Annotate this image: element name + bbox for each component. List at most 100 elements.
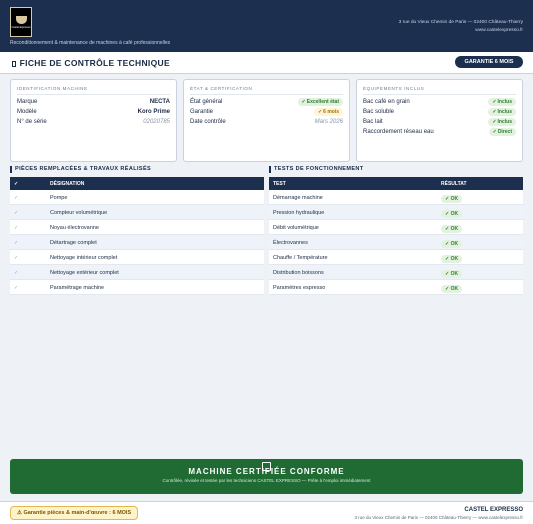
test-name: Démarrage machine [273,195,323,201]
check-icon: ✓ [492,129,497,135]
table-row: ✓ Compteur volumétrique [10,205,264,220]
status-badge: ✓Inclus [488,118,516,126]
piece-designation: Détartrage complet [50,240,97,246]
check-icon: ✓ [14,225,19,231]
logo: Castel Expresso [10,7,32,37]
table-row: ✓ Nettoyage intérieur complet [10,250,264,265]
section-label-pieces: PIÈCES REMPLACÉES & TRAVAUX RÉALISÉS [10,166,151,173]
test-name: Pression hydraulique [273,210,325,216]
equipment-row: Bac café en grain ✓Inclus [363,98,516,107]
info-label: N° de série [17,119,47,125]
certificate-icon [262,462,271,471]
equipment-row: Bac soluble ✓Inclus [363,108,516,117]
page-title: FICHE DE CONTRÔLE TECHNIQUE [12,58,170,68]
table-row: Débit volumétrique ✓ OK [269,220,523,235]
ok-badge: ✓ OK [441,225,463,233]
equipment-label: Raccordement réseau eau [363,129,434,135]
status-badge: ✓Inclus [488,98,516,106]
divider [363,94,516,95]
info-value: Koro Prime [137,109,170,115]
divider [190,94,343,95]
equipment-row: Bac lait ✓Inclus [363,118,516,127]
check-icon: ✓ [301,99,306,105]
table-row: Chauffe / Température ✓ OK [269,250,523,265]
test-name: Électrovannes [273,240,308,246]
equipements-card: ÉQUIPEMENTS INCLUS Bac café en grain ✓In… [356,79,523,162]
footer: ⚠ Garantie pièces & main-d'œuvre : 6 MOI… [0,501,533,524]
table-header: TEST RÉSULTAT [269,177,523,190]
table-row: Paramètres espresso ✓ OK [269,280,523,295]
check-icon: ✓ [492,99,497,105]
card-title: IDENTIFICATION MACHINE [17,86,88,91]
footer-company: CASTEL EXPRESSO [464,507,523,513]
banner-title: MACHINE CERTIFIÉE CONFORME [188,467,345,476]
table-body: ✓ Pompe ✓ Compteur volumétrique ✓ Noyau élect… [10,190,264,295]
check-icon: ✓ [14,285,19,291]
warranty-badge: GARANTIE 6 MOIS [455,56,523,68]
check-icon: ✓ [317,109,323,115]
check-icon: ✓ [14,240,19,246]
tests-table: TEST RÉSULTAT Démarrage machine ✓ OK Press… [269,177,523,295]
info-label: État général [190,99,223,105]
table-row: Pression hydraulique ✓ OK [269,205,523,220]
card-title: ÉTAT & CERTIFICATION [190,86,253,91]
table-row: Démarrage machine ✓ OK [269,190,523,205]
tagline: Reconditionnement & maintenance de machi… [10,40,171,46]
test-name: Distribution boissons [273,270,324,276]
header: Castel Expresso Reconditionnement & main… [0,0,533,52]
piece-designation: Pompe [50,195,68,201]
info-row: N° de série 02020785 [17,118,170,127]
check-icon: ✓ [14,181,19,187]
equipment-label: Bac soluble [363,109,395,115]
ok-badge: ✓ OK [441,240,463,248]
piece-designation: Nettoyage extérieur complet [50,270,119,276]
table-row: ✓ Nettoyage extérieur complet [10,265,264,280]
piece-designation: Compteur volumétrique [50,210,108,216]
table-row: ✓ Paramétrage machine [10,280,264,295]
table-row: ✓ Détartrage complet [10,235,264,250]
table-row: ✓ Pompe [10,190,264,205]
test-name: Paramètres espresso [273,285,326,291]
ok-badge: ✓ OK [441,210,463,218]
coffee-cup-icon [15,15,27,24]
test-name: Chauffe / Température [273,255,328,261]
check-icon: ✓ [492,119,497,125]
table-header: ✓ DÉSIGNATION [10,177,264,190]
header-address: 3 rue du Vieux Chemin de Paris — 02400 C… [399,19,523,35]
status-badge: ✓Direct [488,128,516,136]
divider [17,94,170,95]
equipment-label: Bac lait [363,119,383,125]
certification-banner: MACHINE CERTIFIÉE CONFORME Contrôlée, ré… [10,459,523,494]
section-label-tests: TESTS DE FONCTIONNEMENT [269,166,364,173]
table-row: Distribution boissons ✓ OK [269,265,523,280]
column-header: DÉSIGNATION [50,181,85,187]
check-icon: ✓ [492,109,497,115]
footer-address: 3 rue du Vieux Chemin de Paris — 02400 C… [354,515,524,520]
column-header: TEST [273,181,286,187]
info-value: NECTA [149,99,170,105]
status-badge: ✓Excellent état [297,98,343,106]
pieces-table: ✓ DÉSIGNATION ✓ Pompe ✓ Compteur volumétriq… [10,177,264,295]
card-title: ÉQUIPEMENTS INCLUS [363,86,425,91]
identification-card: IDENTIFICATION MACHINE Marque NECTA Modè… [10,79,177,162]
logo-text: Castel Expresso [11,25,31,29]
banner-subtitle: Contrôlée, révisée et testée par les tec… [162,478,371,483]
info-label: Marque [17,99,38,105]
status-badge: ✓6 mois [313,108,343,116]
check-icon: ✓ [14,270,19,276]
info-label: Date contrôle [190,119,226,125]
ok-badge: ✓ OK [441,285,463,293]
info-row: Modèle Koro Prime [17,108,170,117]
table-body: Démarrage machine ✓ OK Pression hydrauliqu… [269,190,523,295]
check-icon: ✓ [14,255,19,261]
check-icon: ✓ [14,195,19,201]
test-name: Débit volumétrique [273,225,319,231]
title-bar: FICHE DE CONTRÔLE TECHNIQUE GARANTIE 6 M… [0,52,533,74]
website-link[interactable]: www.castelexpresso.fr [475,28,523,33]
info-row: État général ✓Excellent état [190,98,343,107]
table-row: Électrovannes ✓ OK [269,235,523,250]
address-line: 3 rue du Vieux Chemin de Paris — 02400 C… [398,20,523,25]
info-value: Mars 2026 [314,119,343,125]
warranty-footer-badge: ⚠ Garantie pièces & main-d'œuvre : 6 MOI… [10,506,139,520]
check-icon: ✓ [14,210,19,216]
